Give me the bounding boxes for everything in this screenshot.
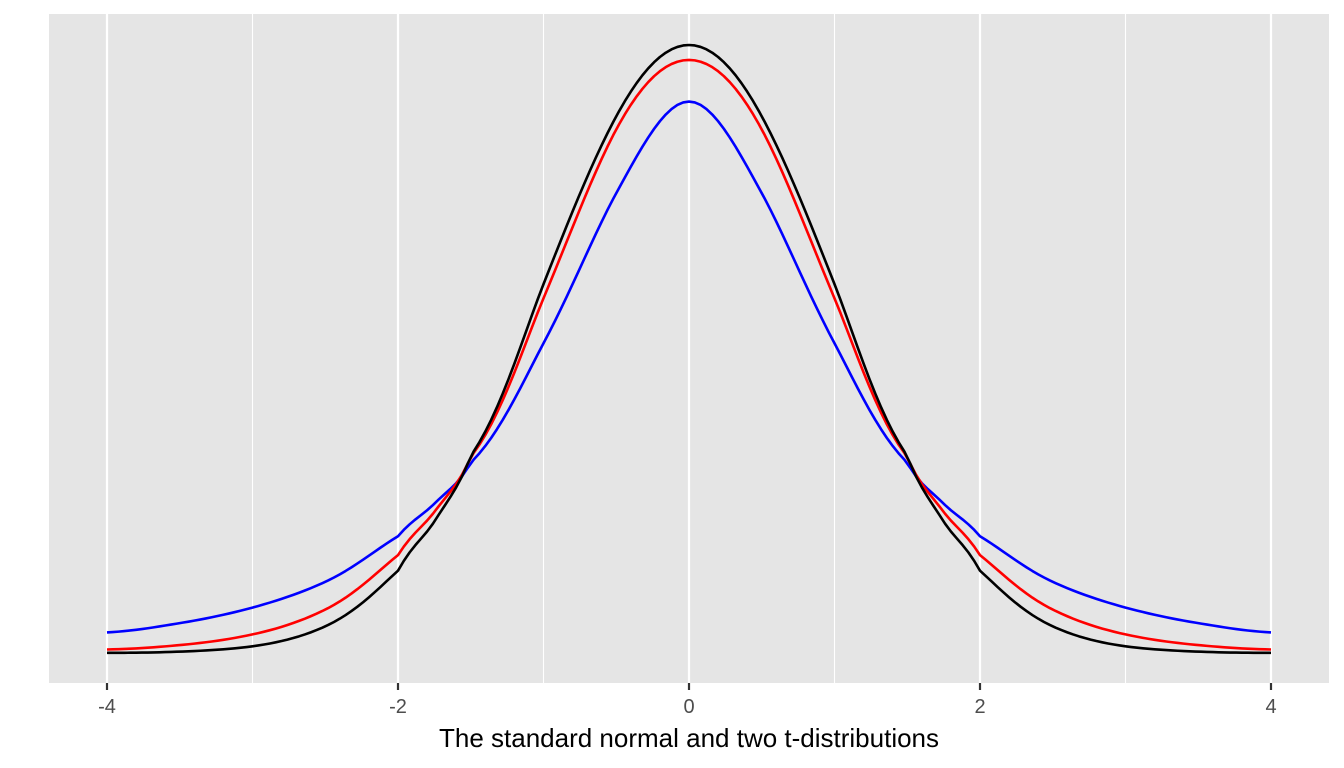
x-tick-label: -4 bbox=[98, 696, 116, 718]
minor-gridlines bbox=[251, 14, 1127, 683]
x-tick-label: 0 bbox=[683, 696, 694, 718]
x-tick-label: -2 bbox=[389, 696, 407, 718]
x-axis-title: The standard normal and two t-distributi… bbox=[439, 723, 939, 753]
series-line-3 bbox=[106, 43, 1272, 655]
series-line-1 bbox=[106, 100, 1272, 634]
x-axis: -4 -2 0 2 4 bbox=[98, 683, 1277, 718]
x-tick-label: 4 bbox=[1265, 696, 1276, 718]
series-lines bbox=[106, 43, 1272, 655]
series-line-2 bbox=[106, 58, 1272, 651]
x-tick-label: 2 bbox=[974, 696, 985, 718]
